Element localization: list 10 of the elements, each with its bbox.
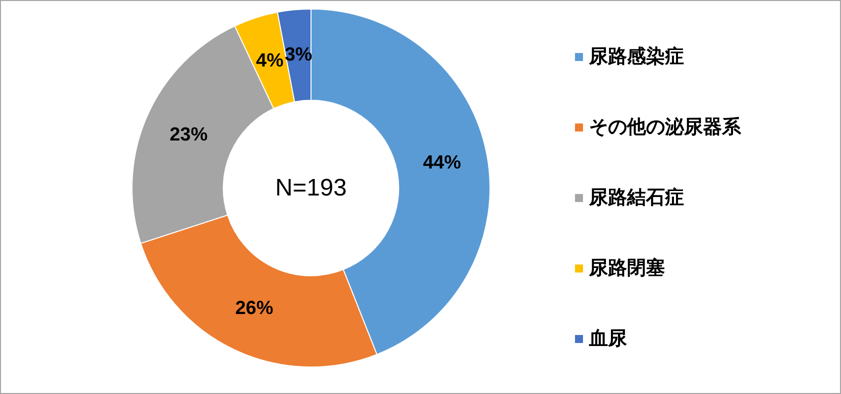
data-label: 26% bbox=[235, 298, 274, 320]
data-label: 44% bbox=[422, 152, 462, 174]
legend-label: 尿路閉塞 bbox=[588, 257, 665, 279]
text: N=193 bbox=[275, 174, 347, 202]
legend-label: 尿路感染症 bbox=[588, 46, 684, 68]
data-label: 23% bbox=[170, 124, 208, 146]
data-label: 4% bbox=[256, 50, 284, 72]
legend-label: その他の泌尿器系 bbox=[589, 116, 742, 138]
legend-label: 血尿 bbox=[588, 328, 628, 350]
legend-label: 尿路結石症 bbox=[588, 186, 684, 208]
